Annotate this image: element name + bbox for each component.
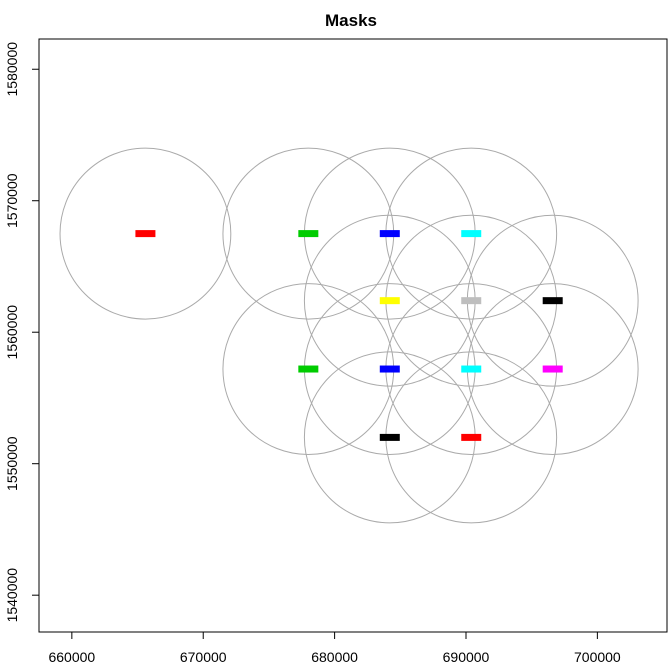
mask-marker-12 <box>379 433 400 441</box>
y-tick-label: 1570000 <box>4 173 20 228</box>
y-tick-label: 1550000 <box>4 436 20 491</box>
mask-marker-2 <box>298 230 319 238</box>
mask-marker-8 <box>298 365 319 373</box>
mask-marker-13 <box>461 433 482 441</box>
chart-title: Masks <box>325 11 377 30</box>
mask-marker-4 <box>461 230 482 238</box>
x-tick-label: 670000 <box>180 649 227 665</box>
y-tick-label: 1540000 <box>4 568 20 623</box>
y-tick-label: 1580000 <box>4 42 20 97</box>
plot-frame <box>38 38 668 633</box>
mask-marker-9 <box>379 365 400 373</box>
x-tick-label: 690000 <box>443 649 490 665</box>
y-tick-label: 1560000 <box>4 305 20 360</box>
mask-marker-7 <box>542 297 563 305</box>
mask-marker-3 <box>379 230 400 238</box>
circles-layer <box>59 147 639 524</box>
mask-marker-6 <box>461 297 482 305</box>
masks-layer <box>135 230 563 441</box>
x-tick-label: 660000 <box>48 649 95 665</box>
mask-marker-5 <box>379 297 400 305</box>
buffer-circle-1 <box>59 147 232 320</box>
x-axis: 660000 670000 680000 690000 700000 <box>48 632 621 665</box>
x-tick-label: 700000 <box>574 649 621 665</box>
mask-marker-1 <box>135 230 156 238</box>
x-tick-label: 680000 <box>311 649 358 665</box>
mask-marker-10 <box>461 365 482 373</box>
y-axis: 1540000 1550000 1560000 1570000 1580000 <box>4 42 39 623</box>
mask-marker-11 <box>542 365 563 373</box>
